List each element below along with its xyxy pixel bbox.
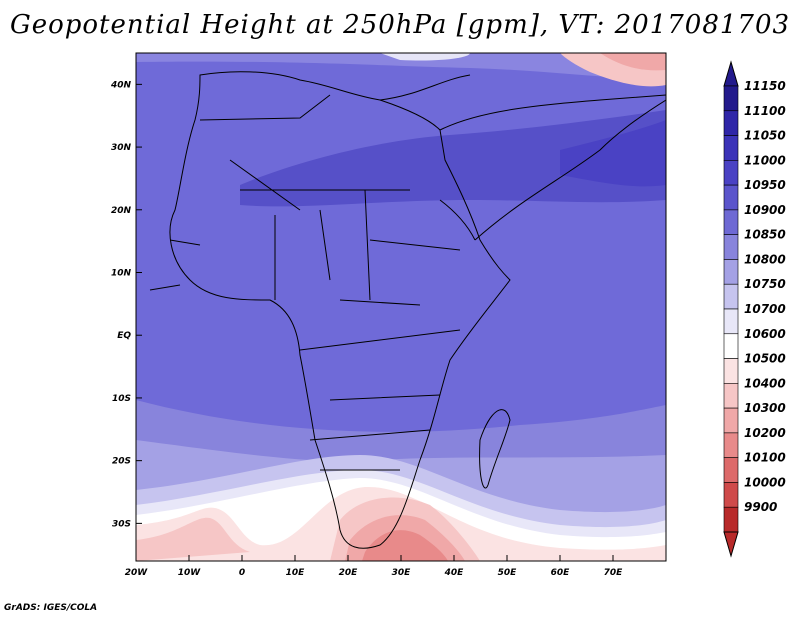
colorbar-swatch: [723, 184, 739, 211]
colorbar-label: 10400: [744, 376, 786, 390]
colorbar-swatch: [723, 308, 739, 335]
colorbar-label: 10800: [744, 252, 786, 266]
colorbar-swatch: [723, 358, 739, 384]
lon-tick-label: 20W: [125, 568, 149, 578]
colorbar-label: 10750: [744, 277, 786, 291]
lon-tick-label: 10E: [286, 568, 306, 578]
colorbar-label: 10600: [744, 327, 786, 341]
lon-tick-label: 10W: [178, 568, 202, 578]
colorbar-label: 10500: [744, 352, 786, 366]
colorbar-swatch: [723, 482, 739, 508]
lon-tick-label: 30E: [392, 568, 412, 578]
colorbar: 11150 11100 11050 11000 10950 10900 10850 10800…: [723, 60, 786, 558]
coastlines: [149, 71, 666, 549]
latitude-ticks: 40N 30N 20N 10N EQ 10S 20S 30S: [110, 80, 142, 529]
lat-tick-label: 20N: [111, 206, 132, 216]
colorbar-swatch: [723, 234, 739, 260]
colorbar-swatch: [723, 110, 739, 136]
colorbar-swatch: [723, 432, 739, 458]
colorbar-label: 11100: [744, 104, 786, 118]
colorbar-swatch: [723, 407, 739, 434]
colorbar-swatch: [723, 85, 739, 112]
colorbar-swatch: [723, 283, 739, 310]
colorbar-swatch: [723, 259, 739, 285]
lon-tick-label: 70E: [604, 568, 624, 578]
colorbar-swatch: [723, 209, 739, 235]
lat-tick-label: 10S: [112, 394, 131, 404]
colorbar-label: 10900: [744, 203, 786, 217]
colorbar-label: 10100: [744, 451, 786, 465]
colorbar-swatch: [723, 506, 739, 533]
colorbar-label: 11050: [744, 129, 786, 143]
lat-tick-label: 20S: [112, 457, 131, 467]
colorbar-label: 10200: [744, 426, 786, 440]
colorbar-label: 11000: [744, 153, 786, 167]
colorbar-label: 10950: [744, 178, 786, 192]
colorbar-label: 10300: [744, 401, 786, 415]
colorbar-label: 10850: [744, 228, 786, 242]
colorbar-swatch: [723, 333, 739, 359]
colorbar-label: 10700: [744, 302, 786, 316]
footer-credit: GrADS: IGES/COLA: [4, 603, 98, 613]
colorbar-bottom-arrow: [723, 531, 739, 558]
colorbar-swatch: [723, 160, 739, 186]
longitude-ticks: 20W 10W 0 10E 20E 30E 40E 50E 60E 70E: [125, 555, 623, 578]
lat-tick-label: 30N: [111, 143, 132, 153]
lon-tick-label: 40E: [444, 568, 465, 578]
colorbar-label: 11150: [744, 79, 786, 93]
lat-tick-label: 30S: [112, 519, 131, 529]
lon-tick-label: 60E: [551, 568, 571, 578]
colorbar-label: 9900: [744, 500, 777, 514]
height-field: [136, 53, 666, 561]
colorbar-swatch: [723, 383, 739, 409]
lat-tick-label: 10N: [111, 269, 132, 279]
lat-tick-label: EQ: [117, 331, 131, 341]
colorbar-swatch: [723, 135, 739, 161]
colorbar-swatch: [723, 457, 739, 483]
lon-tick-label: 0: [239, 568, 245, 578]
lon-tick-label: 20E: [339, 568, 359, 578]
colorbar-top-arrow: [723, 60, 739, 87]
lon-tick-label: 50E: [498, 568, 518, 578]
colorbar-label: 10000: [744, 475, 786, 489]
map-title: Geopotential Height at 250hPa [gpm], VT:…: [9, 10, 791, 40]
lat-tick-label: 40N: [110, 80, 132, 90]
